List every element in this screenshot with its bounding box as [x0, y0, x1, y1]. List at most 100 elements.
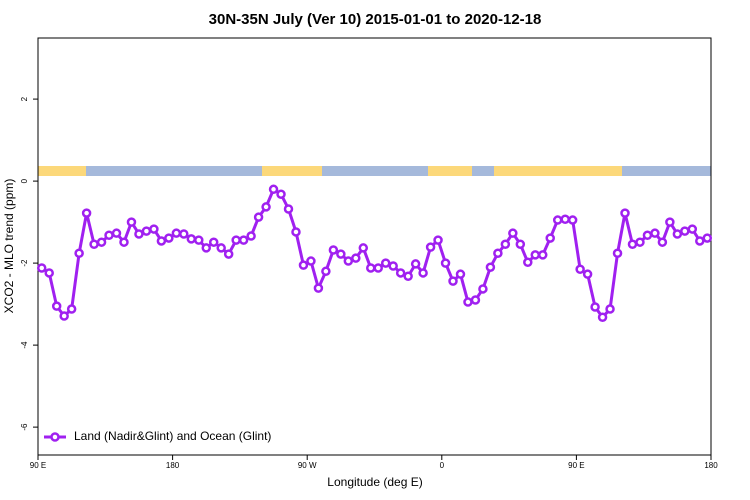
data-point [552, 215, 563, 225]
data-point [313, 283, 324, 293]
series-line [40, 187, 708, 320]
data-point [253, 212, 264, 222]
data-point [530, 250, 541, 260]
data-point [425, 242, 436, 252]
data-point [104, 230, 114, 240]
data-point [261, 202, 271, 212]
land-ocean-band [38, 166, 711, 176]
land-band [262, 166, 322, 176]
y-tick-label: -2 [20, 259, 29, 267]
data-point [66, 304, 77, 314]
x-tick-label: 0 [440, 461, 445, 470]
data-point [433, 235, 443, 245]
data-point [119, 237, 129, 247]
data-point [291, 227, 301, 237]
data-point [306, 256, 316, 266]
data-point [141, 226, 152, 236]
data-point [642, 230, 653, 240]
data-point [328, 245, 339, 255]
data-point [231, 235, 241, 245]
x-axis-label: Longitude (deg E) [327, 475, 422, 489]
data-point [358, 243, 369, 253]
data-point [36, 263, 47, 273]
plot-frame [37, 37, 712, 456]
chart-title: 30N-35N July (Ver 10) 2015-01-01 to 2020… [209, 11, 542, 28]
data-point [238, 235, 249, 245]
data-point [179, 229, 189, 239]
data-point [410, 259, 421, 269]
data-point [164, 233, 174, 243]
data-point [545, 233, 555, 243]
data-point [186, 234, 197, 244]
data-point [470, 295, 481, 305]
data-point [590, 302, 600, 312]
data-point [336, 249, 346, 259]
data-point [582, 269, 593, 279]
data-point [134, 229, 144, 239]
data-point [194, 235, 204, 245]
data-point [440, 258, 451, 268]
land-band [428, 166, 472, 176]
data-point [208, 237, 219, 247]
data-point [523, 257, 533, 268]
data-point [126, 217, 137, 227]
data-point [380, 258, 391, 268]
data-point [657, 237, 668, 247]
data-point [680, 226, 690, 236]
legend-label: Land (Nadir&Glint) and Ocean (Glint) [74, 429, 271, 443]
data-point [500, 239, 511, 249]
data-point [373, 263, 383, 273]
data-point [388, 261, 398, 271]
data-point [149, 224, 159, 234]
data-point [485, 262, 496, 272]
data-point [366, 263, 376, 273]
data-point [560, 214, 570, 224]
y-axis-label: XCO2 - MLO trend (ppm) [2, 179, 16, 314]
data-point [59, 311, 69, 321]
data-point [201, 243, 211, 253]
data-point [96, 237, 107, 247]
data-point [171, 228, 182, 238]
data-point [74, 248, 84, 259]
x-tick-label: 90 E [568, 461, 584, 470]
data-point [493, 248, 503, 259]
data-point [418, 268, 428, 278]
land-band [38, 166, 86, 176]
y-tick-label: 2 [20, 96, 29, 101]
data-point [246, 231, 256, 241]
data-point [635, 237, 645, 247]
data-point [283, 204, 294, 214]
data-point [702, 233, 713, 243]
data-point [672, 229, 683, 239]
data-point [448, 276, 458, 286]
data-point [455, 269, 466, 279]
data-point [508, 228, 518, 238]
data-point [695, 236, 705, 246]
data-point [81, 208, 92, 218]
x-tick-label: 90 E [30, 461, 46, 470]
data-point [403, 271, 413, 281]
x-tick-label: 90 W [298, 461, 317, 470]
x-tick-label: 180 [166, 461, 180, 470]
land-band [494, 166, 622, 176]
data-point [321, 266, 331, 277]
legend-marker [50, 432, 60, 442]
data-point [343, 256, 354, 266]
y-tick-label: 0 [20, 178, 29, 183]
data-point [463, 297, 473, 307]
data-point [51, 301, 62, 311]
data-point [44, 268, 54, 278]
x-tick-label: 180 [704, 461, 718, 470]
data-point [515, 239, 526, 249]
data-point [276, 189, 286, 199]
data-point [605, 304, 615, 314]
data-point [650, 228, 660, 238]
data-point [89, 239, 99, 249]
data-point [395, 268, 406, 278]
data-point [478, 284, 488, 294]
data-point [612, 248, 623, 259]
data-point [665, 217, 675, 227]
y-tick-label: -6 [20, 423, 29, 431]
data-point [567, 215, 578, 225]
